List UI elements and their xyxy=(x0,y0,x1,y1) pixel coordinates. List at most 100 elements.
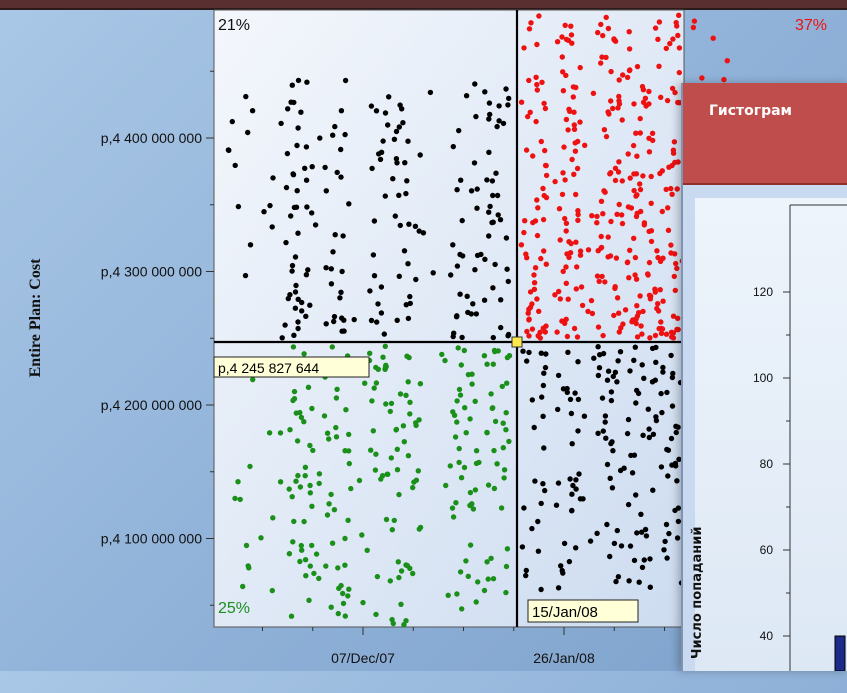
scatter-point xyxy=(389,616,395,623)
scatter-point xyxy=(609,485,616,491)
scatter-point xyxy=(382,193,388,199)
scatter-point xyxy=(443,482,449,489)
scatter-point xyxy=(673,429,679,436)
scatter-point xyxy=(676,45,683,51)
scatter-point xyxy=(330,249,336,255)
scatter-point xyxy=(634,334,641,340)
scatter-point xyxy=(660,364,666,371)
scatter-point xyxy=(373,451,379,457)
scatter-point xyxy=(490,334,496,341)
scatter-point xyxy=(454,263,461,269)
scatter-point xyxy=(459,334,465,341)
scatter-point xyxy=(611,540,618,547)
scatter-point xyxy=(288,613,295,619)
scatter-point xyxy=(632,272,638,278)
scatter-point xyxy=(403,190,409,197)
scatter-point xyxy=(563,228,569,234)
scatter-point xyxy=(650,487,656,493)
scatter-point xyxy=(659,409,665,416)
scatter-point xyxy=(524,328,530,335)
scatter-point xyxy=(504,380,510,386)
scatter-point xyxy=(560,69,566,75)
scatter-point xyxy=(461,464,468,471)
scatter-point xyxy=(326,436,332,442)
scatter-point xyxy=(415,468,421,474)
scatter-point xyxy=(624,430,631,437)
scatter-point xyxy=(612,369,619,375)
scatter-point xyxy=(302,165,308,171)
scatter-point xyxy=(594,530,600,536)
scatter-point xyxy=(613,255,620,261)
scatter-point xyxy=(602,419,608,425)
scatter-point xyxy=(389,527,395,533)
scatter-point xyxy=(560,170,566,176)
scatter-point xyxy=(529,326,536,332)
scatter-point xyxy=(631,557,638,564)
scatter-point xyxy=(601,127,608,133)
scatter-point xyxy=(533,74,539,81)
scatter-point xyxy=(486,209,492,215)
scatter-point xyxy=(481,353,488,359)
scatter-point xyxy=(342,562,348,568)
scatter-point xyxy=(342,613,348,619)
scatter-point xyxy=(633,492,639,498)
scatter-point xyxy=(323,265,329,271)
scatter-point xyxy=(640,432,646,438)
scatter-point xyxy=(634,210,640,216)
scatter-point xyxy=(232,162,238,169)
scatter-point xyxy=(541,370,547,376)
scatter-point xyxy=(624,259,631,266)
scatter-point xyxy=(599,395,606,401)
scatter-point xyxy=(600,428,606,434)
scatter-point xyxy=(299,299,305,306)
histogram-body: 40 60 80 100 120 xyxy=(695,198,847,671)
scatter-point xyxy=(523,567,529,574)
scatter-point xyxy=(294,438,301,444)
scatter-point xyxy=(603,435,609,441)
scatter-point xyxy=(563,116,570,123)
x-tick-label: 07/Dec/07 xyxy=(331,650,395,666)
scatter-point xyxy=(420,230,427,236)
scatter-point xyxy=(560,88,567,94)
scatter-point xyxy=(633,400,639,406)
scatter-point xyxy=(505,278,511,285)
scatter-point xyxy=(588,297,595,304)
scatter-point xyxy=(614,295,621,301)
scatter-point xyxy=(602,279,608,285)
scatter-point xyxy=(629,319,635,325)
scatter-points xyxy=(225,12,733,628)
crosshair-handle[interactable] xyxy=(511,336,523,348)
scatter-point xyxy=(671,139,678,145)
scatter-point xyxy=(338,146,344,153)
scatter-point xyxy=(676,12,682,18)
scatter-point xyxy=(652,289,658,295)
scatter-point xyxy=(573,486,579,492)
scatter-point xyxy=(618,543,625,549)
scatter-point xyxy=(323,188,329,194)
scatter-point xyxy=(669,462,675,468)
y-tick-label: р,4 300 000 000 xyxy=(101,264,202,280)
scatter-point xyxy=(405,453,412,459)
scatter-point xyxy=(608,170,614,176)
scatter-point xyxy=(594,213,600,220)
scatter-point xyxy=(670,370,676,377)
scatter-point xyxy=(669,191,675,197)
scatter-point xyxy=(560,268,566,275)
scatter-point xyxy=(484,361,490,367)
scatter-point xyxy=(301,518,307,525)
scatter-point xyxy=(690,24,697,31)
scatter-point xyxy=(564,251,570,257)
scatter-point xyxy=(520,348,526,354)
scatter-point xyxy=(501,475,507,481)
scatter-point xyxy=(648,238,655,245)
scatter-point xyxy=(596,365,603,371)
scatter-point xyxy=(388,455,394,461)
scatter-point xyxy=(674,478,680,484)
scatter-point xyxy=(348,485,354,492)
scatter-point xyxy=(631,357,637,363)
scatter-point xyxy=(396,574,402,581)
scatter-point xyxy=(620,72,626,78)
scatter-point xyxy=(669,374,676,381)
scatter-point xyxy=(417,381,424,387)
scatter-point xyxy=(604,461,611,468)
